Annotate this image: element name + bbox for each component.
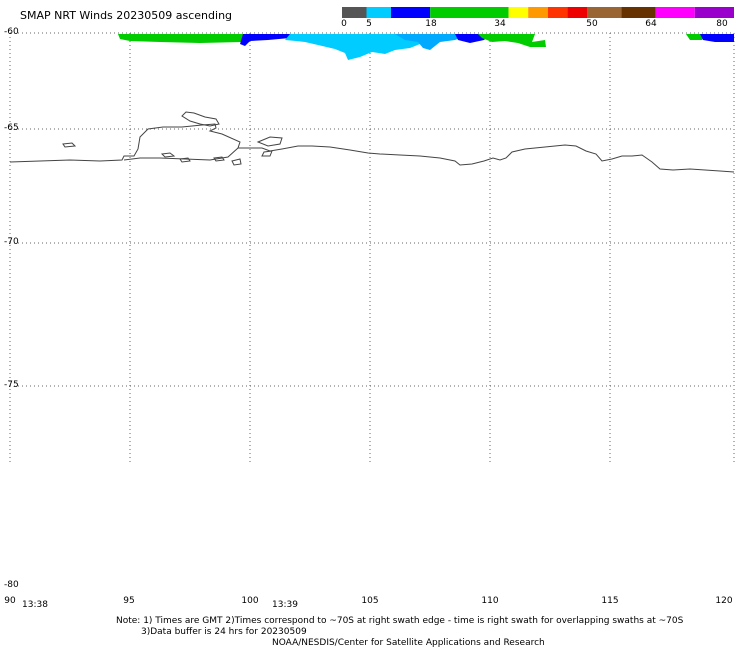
coastline-main [9,123,735,173]
ice-tongue [123,147,239,161]
longitude-label: 100 [241,596,259,606]
colorbar-segment [587,7,622,18]
colorbar-label: 80 [716,19,728,29]
longitude-label: 115 [601,596,619,606]
inlet-7 [62,142,77,148]
colorbar-segment [528,7,548,18]
swath-lightblue [395,34,470,50]
colorbar-segment [430,7,509,18]
colorbar-segment [621,7,656,18]
swath-green-right [686,34,705,40]
inlet-6 [261,150,273,157]
wind-swath [118,34,734,60]
swath-cyan [285,34,425,60]
colorbar-segment [342,7,367,18]
swath-green-mid [478,34,546,47]
colorbar-label: 50 [586,19,598,29]
note-line-2: 3)Data buffer is 24 hrs for 20230509 [141,627,307,637]
colorbar-segment [391,7,431,18]
longitude-label: 90 [4,596,16,606]
latitude-label: -80 [4,580,19,590]
longitude-label: 120 [715,596,733,606]
swath-green-left [118,34,245,43]
colorbar-label: 64 [645,19,657,29]
inlet-3 [213,156,225,162]
inlet-2 [179,157,191,163]
colorbar-segment [366,7,391,18]
longitude-label: 95 [123,596,135,606]
inlet-1 [160,152,176,158]
swath-blue-left [240,34,300,46]
longitude-label: 105 [361,596,379,606]
swath-time-label: 13:38 [22,600,48,610]
coastline [9,111,735,173]
latitude-label: -70 [4,237,19,247]
inlet-5 [256,136,283,147]
map-title: SMAP NRT Winds 20230509 ascending [20,9,233,22]
colorbar-label: 18 [425,19,437,29]
colorbar-segment [547,7,568,18]
swath-time-label: 13:39 [272,600,298,610]
colorbar-label: 5 [366,19,372,29]
inlet-4 [231,158,242,166]
latitude-label: -75 [4,380,19,390]
island-north [181,111,220,127]
colorbar-segment [694,7,734,18]
colorbar-label: 0 [341,19,347,29]
colorbar-segment [655,7,695,18]
gridlines [9,32,735,463]
latitude-label: -60 [4,27,19,37]
note-line-1: Note: 1) Times are GMT 2)Times correspon… [116,616,684,626]
colorbar-segment [508,7,529,18]
longitude-label: 110 [481,596,499,606]
swath-blue-right [700,34,734,42]
latitude-label: -65 [4,123,19,133]
credit-line: NOAA/NESDIS/Center for Satellite Applica… [272,638,545,648]
colorbar [342,7,734,18]
colorbar-segment [567,7,587,18]
colorbar-label: 34 [494,19,506,29]
